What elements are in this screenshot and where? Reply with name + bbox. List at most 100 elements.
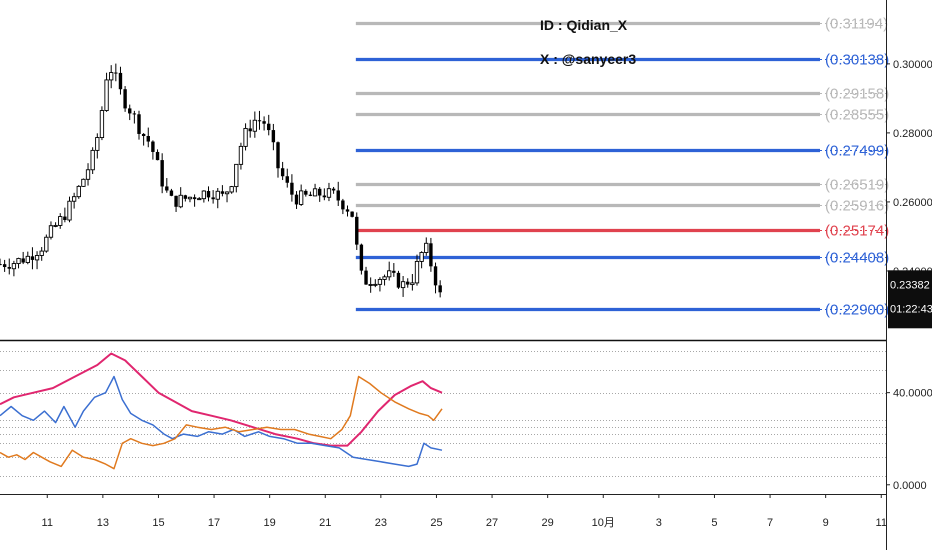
candle-body [7,267,11,269]
candle-88 [406,278,410,288]
candle-body [410,282,415,286]
candle-79 [364,266,368,285]
time-tick-label-6: 23 [375,517,387,529]
candle-body [424,242,429,253]
time-tick-label-5: 21 [319,517,331,529]
current-price-value: 0.23382 [890,279,930,291]
candle-body [183,195,188,199]
indicator-series-orange [0,375,443,470]
level-label-7: (0.25174) [825,223,889,240]
candle-35 [160,153,164,194]
candle-body [123,89,127,109]
candle-20 [90,147,95,175]
time-tick-label-7: 25 [430,517,442,529]
level-label-4: (0.27499) [825,143,889,160]
candle-body [2,264,7,268]
level-label-0: (0.31194) [825,16,888,33]
candle-body [299,190,304,205]
candle-48 [220,185,225,197]
candle-body [67,200,72,221]
time-tick-label-15: 11 [876,517,887,529]
candle-69 [318,187,322,202]
candle-body [71,196,77,202]
candle-94 [433,262,438,294]
level-label-6: (0.25916) [825,198,889,215]
candle-body [30,256,35,260]
indicator-tick-label-0: 40.0000 [893,388,932,400]
time-tick-label-4: 19 [264,517,276,529]
candle-26 [118,66,123,95]
price-tick-label-2: 0.26000 [893,197,932,209]
candle-body [229,186,234,193]
candle-body [44,236,49,252]
candle-33 [151,140,155,160]
candle-8 [34,251,40,270]
candle-59 [271,123,276,151]
candle-body [178,194,183,208]
candle-body [252,119,257,132]
indicator-tick-label-1: 0.0000 [893,480,927,492]
candle-9 [39,247,44,261]
candle-body [215,190,220,200]
candle-body [341,200,345,210]
candle-72 [331,186,336,194]
candle-71 [326,182,332,202]
candle-body [151,141,155,152]
candle-body [234,163,239,188]
candle-body [146,136,150,142]
candle-82 [377,277,383,292]
candle-body [276,142,280,169]
candle-30 [137,110,141,140]
candle-body [90,149,95,171]
price-tick-label-1: 0.28000 [893,128,932,140]
candle-body [169,190,174,196]
candle-38 [174,195,178,212]
candle-24 [109,65,114,89]
candle-body [224,191,230,195]
candle-body [21,258,25,263]
candle-78 [359,243,364,275]
candle-1 [2,259,7,272]
candle-body [396,272,401,288]
candle-body [63,216,67,221]
level-label-1: (0.30138) [825,52,889,69]
price-tag-bg [888,270,932,329]
candle-body [16,257,21,265]
candle-85 [392,263,396,277]
level-label-9: (0.22900) [825,302,889,319]
candle-66 [304,189,308,197]
candle-body [414,260,420,284]
time-tick-label-8: 27 [486,517,498,529]
candle-17 [76,185,81,199]
candle-body [336,190,340,201]
candle-45 [206,186,211,202]
candle-53 [243,123,248,151]
indicator-axis[interactable]: 40.0000 0.0000 [886,388,932,492]
candle-95 [438,280,442,298]
candle-44 [201,190,207,203]
time-tick-label-10: 10月 [592,517,615,529]
candle-64 [294,191,299,209]
candle-body [34,255,40,261]
candle-body [99,110,105,139]
level-label-8: (0.24408) [825,250,889,267]
candle-70 [322,188,327,201]
candle-body [76,185,81,198]
candle-body [114,72,118,74]
candle-31 [141,133,146,146]
candle-body [364,270,368,285]
candle-body [48,225,54,238]
candle-28 [128,104,132,121]
candle-body [95,137,100,151]
candle-body [220,191,225,194]
candle-15 [67,196,72,223]
candle-body [238,145,244,165]
candle-body [118,72,123,90]
candle-2 [7,258,11,275]
candle-body [312,188,318,197]
candle-87 [400,275,406,297]
time-axis[interactable]: 11 13 15 17 19 21 23 25 27 29 10月 3 5 7 9 11 [42,494,887,529]
candle-body [192,197,197,200]
